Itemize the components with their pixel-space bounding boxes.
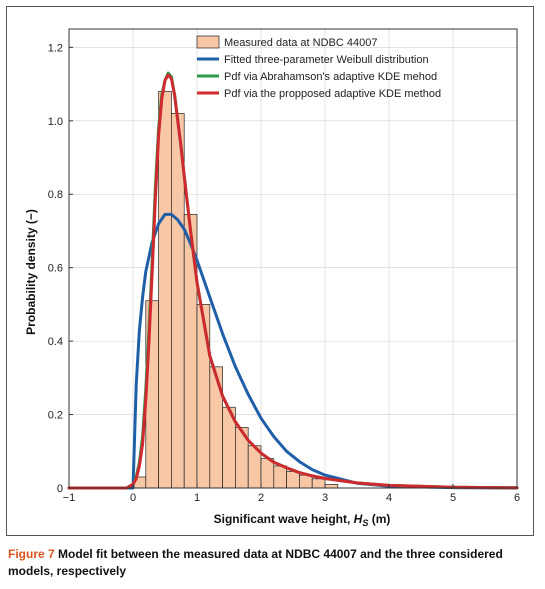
- series-line-2: [67, 73, 519, 490]
- figure-frame: −1 0 1 2 3 4 5 6 0 0.2 0.4 0.6 0.8 1.0 1.2 Significan…: [6, 6, 534, 536]
- caption-text: Model fit between the measured data at N…: [8, 547, 503, 578]
- x-tick-label-3: 2: [258, 492, 264, 504]
- y-tick-label-5: 1.0: [48, 116, 63, 128]
- y-axis-title: Probability density (−): [24, 209, 38, 335]
- y-tick-label-3: 0.6: [48, 263, 63, 275]
- chart-canvas: −1 0 1 2 3 4 5 6 00.20.40.60.81.01.2 Significan…: [24, 28, 520, 528]
- histogram-bar-2: [158, 91, 172, 489]
- y-tick-labels: 0 0.2 0.4 0.6 0.8 1.0 1.2: [48, 42, 63, 495]
- x-tick-label-5: 4: [386, 492, 392, 504]
- legend-label-3: Pdf via the propposed adaptive KDE metho…: [224, 88, 441, 100]
- histogram-bar-6: [209, 366, 223, 489]
- y-tick-label-4: 0.8: [48, 189, 63, 201]
- x-tick-label-4: 3: [322, 492, 328, 504]
- series-line-0: [67, 212, 519, 490]
- x-tick-label-7: 6: [514, 492, 520, 504]
- y-tick-label-6: 1.2: [48, 42, 63, 54]
- histogram-bar-5: [196, 304, 211, 489]
- fitted-curves: [67, 71, 519, 490]
- legend-label-2: Pdf via Abrahamson's adaptive KDE mehod: [224, 71, 437, 83]
- histogram-bar-13: [299, 474, 313, 489]
- caption-label: Figure 7: [8, 547, 55, 561]
- figure-caption: Figure 7 Model fit between the measured …: [8, 546, 538, 580]
- y-tick-label-2: 0.4: [48, 336, 63, 348]
- grid-lines: [68, 29, 518, 488]
- x-tick-label-6: 5: [450, 492, 456, 504]
- x-tick-label-2: 1: [194, 492, 200, 504]
- legend-label-0: Measured data at NDBC 44007: [224, 37, 377, 49]
- histogram-bar-12: [286, 471, 300, 489]
- x-axis-title: Significant wave height, HS (m): [214, 512, 391, 528]
- histogram-bar-14: [311, 478, 326, 489]
- histogram-bar-15: [324, 483, 339, 489]
- y-tick-label-1: 0.2: [48, 410, 63, 422]
- axes: [68, 28, 518, 489]
- plot-border: [68, 28, 518, 489]
- x-tick-label-1: 0: [130, 492, 136, 504]
- histogram-bar-11: [273, 465, 287, 489]
- x-tick-labels: −1 0 1 2 3 4 5 6: [63, 492, 520, 504]
- legend-swatch-0: [196, 35, 220, 49]
- legend-label-1: Fitted three-parameter Weibull distribut…: [224, 54, 429, 66]
- histogram-bars: [132, 91, 339, 489]
- histogram-bar-10: [260, 458, 275, 489]
- y-tick-label-0: 0: [57, 483, 63, 495]
- x-tick-label-0: −1: [63, 492, 76, 504]
- legend: Measured data at NDBC 44007 Fitted three-…: [196, 35, 441, 100]
